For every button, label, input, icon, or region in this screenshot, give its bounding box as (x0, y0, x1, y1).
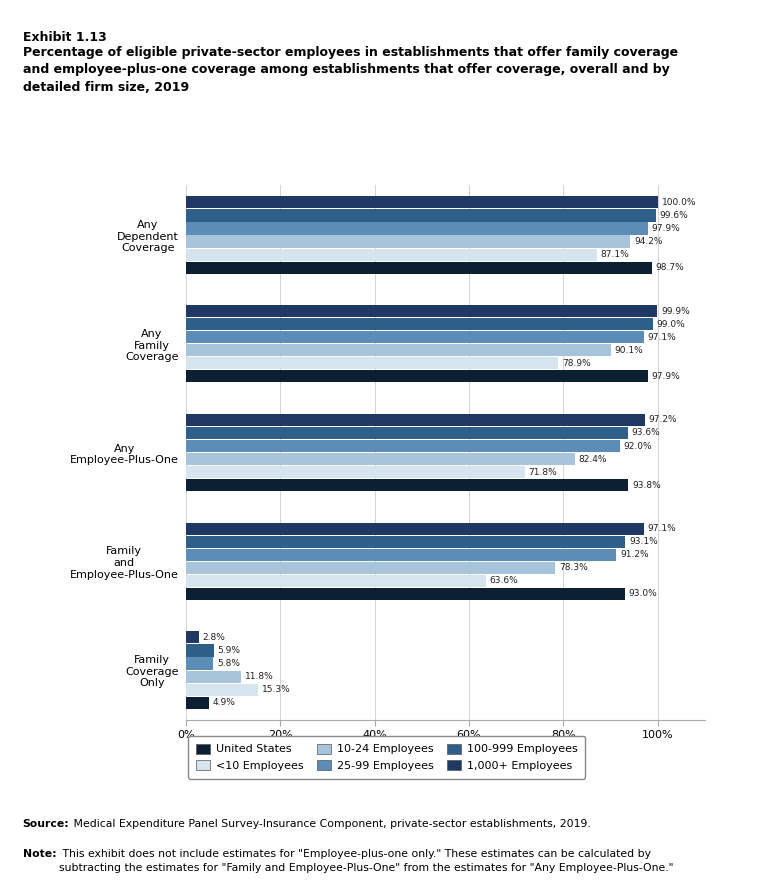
Bar (186, 370, 648, 382)
Text: 93.8%: 93.8% (632, 480, 661, 490)
Bar (186, 223, 648, 235)
Text: 99.9%: 99.9% (661, 306, 690, 315)
Text: 71.8%: 71.8% (528, 468, 557, 477)
Bar (186, 261, 652, 274)
Text: 99.0%: 99.0% (656, 320, 685, 328)
Text: 87.1%: 87.1% (600, 250, 629, 259)
Bar (186, 248, 597, 260)
Bar (186, 588, 625, 600)
Bar (186, 306, 657, 317)
Bar (186, 562, 556, 574)
Text: 94.2%: 94.2% (634, 237, 662, 246)
Text: Percentage of eligible private-sector employees in establishments that offer fam: Percentage of eligible private-sector em… (23, 46, 678, 94)
Text: 91.2%: 91.2% (620, 550, 649, 559)
Text: 15.3%: 15.3% (262, 685, 290, 694)
Text: 93.1%: 93.1% (629, 537, 658, 547)
Bar (186, 683, 258, 696)
Text: 93.6%: 93.6% (631, 428, 660, 437)
Bar (186, 331, 644, 343)
Text: Medical Expenditure Panel Survey-Insurance Component, private-sector establishme: Medical Expenditure Panel Survey-Insuran… (70, 819, 591, 829)
Text: 63.6%: 63.6% (490, 577, 518, 585)
Text: 2.8%: 2.8% (202, 633, 226, 642)
Text: 97.9%: 97.9% (652, 224, 681, 233)
Bar (186, 658, 213, 669)
Bar (186, 523, 644, 535)
Bar (186, 344, 611, 357)
Bar (186, 670, 241, 683)
Text: 97.9%: 97.9% (652, 372, 681, 381)
Text: 82.4%: 82.4% (578, 455, 607, 464)
Text: 97.2%: 97.2% (648, 415, 677, 425)
Text: Exhibit 1.13: Exhibit 1.13 (23, 31, 106, 44)
Bar (186, 645, 214, 657)
Bar (186, 209, 656, 222)
Text: 78.9%: 78.9% (562, 358, 590, 368)
Bar (186, 453, 575, 465)
Text: 99.6%: 99.6% (659, 211, 688, 220)
Bar (186, 318, 653, 330)
Bar (186, 358, 558, 369)
Bar (186, 466, 525, 479)
Bar (186, 196, 658, 208)
Bar (186, 440, 620, 452)
Text: Source:: Source: (23, 819, 70, 829)
Bar (186, 697, 209, 709)
Text: 4.9%: 4.9% (212, 698, 236, 707)
Legend: United States, <10 Employees, 10-24 Employees, 25-99 Employees, 100-999 Employee: United States, <10 Employees, 10-24 Empl… (188, 736, 585, 779)
Text: 93.0%: 93.0% (628, 590, 657, 599)
Text: 5.8%: 5.8% (217, 659, 240, 668)
Text: 100.0%: 100.0% (662, 198, 696, 207)
Text: 98.7%: 98.7% (656, 263, 684, 272)
Bar (186, 479, 628, 491)
Bar (186, 631, 199, 644)
Text: This exhibit does not include estimates for "Employee-plus-one only." These esti: This exhibit does not include estimates … (59, 849, 674, 872)
Bar (186, 575, 486, 587)
Text: 97.1%: 97.1% (648, 525, 677, 533)
Text: 97.1%: 97.1% (648, 333, 677, 342)
Bar (186, 414, 644, 426)
Text: 11.8%: 11.8% (245, 672, 274, 681)
Bar (186, 548, 616, 561)
Bar (186, 536, 625, 547)
Text: Note:: Note: (23, 849, 56, 859)
Text: 5.9%: 5.9% (218, 646, 240, 655)
Text: 78.3%: 78.3% (559, 563, 588, 572)
Bar (186, 426, 628, 439)
Bar (186, 236, 631, 247)
Text: 92.0%: 92.0% (624, 442, 653, 450)
Text: 90.1%: 90.1% (615, 346, 644, 355)
